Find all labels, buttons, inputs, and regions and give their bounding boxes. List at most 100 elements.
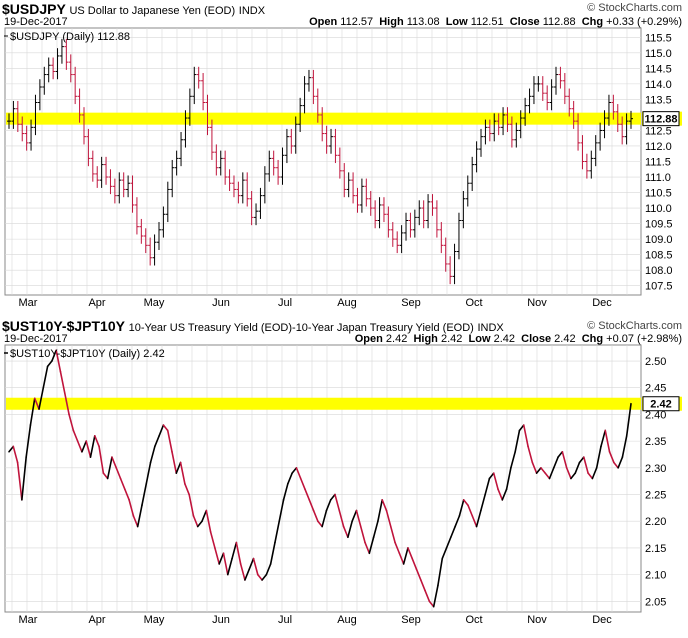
y-tick-label: 108.0 — [645, 265, 673, 277]
line-segment — [162, 424, 169, 432]
panel2-plot-area — [4, 344, 642, 613]
y-tick-label: 2.35 — [645, 436, 666, 448]
line-segment — [205, 509, 212, 533]
y-tick-label: 115.0 — [645, 48, 672, 60]
line-segment — [317, 520, 323, 528]
line-segment — [128, 499, 135, 517]
line-segment — [59, 370, 66, 394]
line-segment — [269, 541, 276, 565]
line-segment — [329, 493, 336, 501]
x-tick-label: Jun — [212, 297, 230, 309]
line-segment — [149, 445, 156, 464]
line-segment — [450, 525, 456, 539]
line-segment — [462, 499, 469, 507]
line-segment — [600, 429, 607, 448]
line-segment — [42, 365, 49, 389]
close-value: 2.42 — [554, 333, 576, 345]
x-tick-label: May — [144, 297, 165, 309]
panel1-series — [7, 38, 633, 285]
line-segment — [531, 461, 538, 474]
line-segment — [222, 552, 229, 576]
line-segment — [89, 434, 96, 458]
panel1-legend: $USDJPY (Daily) 112.88 — [10, 31, 130, 43]
line-segment — [244, 568, 251, 581]
line-segment — [252, 557, 259, 576]
line-segment — [359, 525, 366, 544]
panel1-description: US Dollar to Japanese Yen (EOD) — [69, 5, 236, 17]
panel2-date: 19-Dec-2017 — [4, 333, 68, 345]
line-segment — [55, 349, 62, 373]
line-segment — [291, 467, 298, 474]
x-tick-label: May — [144, 614, 165, 626]
last-value-label: 112.88 — [644, 114, 677, 126]
panel1-date: 19-Dec-2017 — [4, 16, 68, 28]
line-segment — [63, 392, 70, 416]
line-segment — [617, 456, 624, 469]
line-segment — [175, 461, 182, 474]
line-segment — [445, 536, 452, 549]
line-segment — [81, 440, 88, 453]
chg-label: Chg — [581, 16, 604, 28]
y-tick-label: 110.0 — [645, 203, 672, 215]
high-label: High — [379, 16, 404, 28]
y-tick-label: 114.5 — [645, 63, 672, 75]
line-segment — [608, 450, 615, 464]
last-value-label: 2.42 — [650, 399, 671, 411]
line-segment — [527, 445, 534, 464]
panel1-watermark: © StockCharts.com — [587, 2, 682, 14]
line-segment — [428, 600, 435, 608]
open-value: 112.57 — [340, 16, 374, 28]
line-segment — [136, 504, 143, 528]
line-segment — [565, 467, 572, 480]
panel2-grid — [5, 345, 641, 612]
line-segment — [265, 563, 272, 576]
line-segment — [480, 493, 486, 512]
low-label: Low — [445, 16, 468, 28]
line-segment — [12, 445, 19, 464]
high-value: 113.08 — [406, 16, 440, 28]
line-segment — [518, 424, 525, 432]
line-segment — [171, 450, 178, 474]
line-segment — [166, 429, 173, 453]
line-segment — [535, 467, 542, 474]
x-tick-label: Jul — [278, 297, 292, 309]
line-segment — [377, 499, 384, 523]
line-segment — [578, 456, 585, 464]
highlight-band — [6, 397, 641, 410]
line-segment — [106, 456, 113, 480]
last-value-box — [642, 111, 680, 127]
line-segment — [587, 472, 594, 480]
x-tick-label: Jun — [212, 614, 230, 626]
line-segment — [287, 472, 293, 485]
line-segment — [76, 440, 83, 453]
line-segment — [351, 509, 358, 523]
line-segment — [308, 499, 315, 512]
close-label: Close — [521, 333, 552, 345]
last-value-box — [642, 396, 680, 412]
line-segment — [347, 520, 353, 539]
line-segment — [184, 483, 190, 496]
line-segment — [192, 515, 199, 528]
y-tick-label: 111.0 — [645, 172, 671, 184]
line-segment — [282, 483, 289, 501]
panel2-legend: $UST10Y-$JPT10Y (Daily) 2.42 — [10, 348, 165, 360]
x-tick-label: Mar — [19, 297, 38, 309]
line-segment — [196, 520, 203, 528]
line-segment — [484, 477, 491, 496]
panel1-exchange: INDX — [238, 5, 266, 17]
line-segment — [38, 386, 45, 410]
close-label: Close — [509, 16, 540, 28]
line-segment — [68, 413, 75, 432]
line-segment — [574, 461, 581, 474]
line-segment — [278, 499, 285, 523]
line-segment — [381, 499, 388, 512]
line-segment — [385, 509, 392, 528]
line-segment — [214, 547, 220, 565]
line-segment — [179, 461, 186, 485]
line-segment — [239, 563, 246, 581]
line-segment — [21, 456, 27, 501]
panel2-description: 10-Year US Treasury Yield (EOD)-10-Year … — [128, 322, 474, 334]
line-segment — [501, 488, 508, 501]
panel2-title: $UST10Y-$JPT10Y 10-Year US Treasury Yiel… — [2, 318, 504, 336]
